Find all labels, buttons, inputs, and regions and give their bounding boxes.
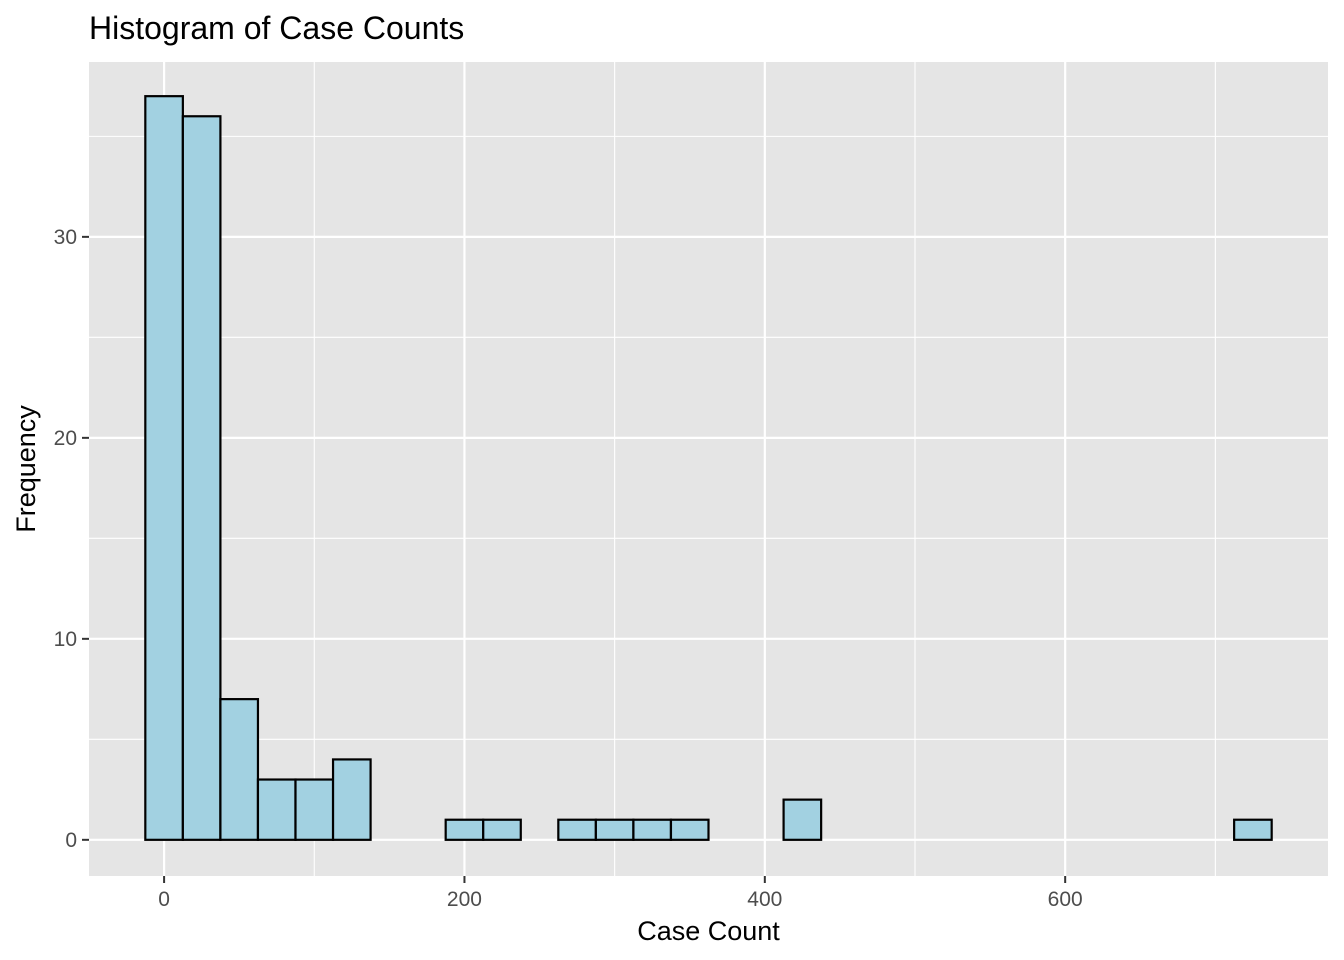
x-tick-label: 0 bbox=[158, 888, 170, 911]
x-tick-label: 400 bbox=[747, 888, 782, 911]
histogram-bar bbox=[219, 698, 260, 841]
histogram-bars bbox=[144, 95, 1273, 841]
histogram-bar bbox=[331, 758, 372, 841]
y-axis-title: Frequency bbox=[11, 405, 41, 533]
plot-panel bbox=[89, 62, 1328, 876]
histogram-bar bbox=[444, 818, 485, 841]
histogram-bar bbox=[632, 818, 673, 841]
histogram-bar bbox=[1233, 818, 1273, 841]
histogram-bar bbox=[782, 798, 823, 841]
y-tick-label: 30 bbox=[54, 226, 77, 249]
x-tick-label: 600 bbox=[1048, 888, 1083, 911]
y-tick-label: 20 bbox=[54, 427, 77, 450]
y-tick-label: 10 bbox=[54, 628, 77, 651]
histogram-bar bbox=[294, 778, 335, 841]
histogram-bar bbox=[144, 95, 184, 841]
y-tick-label: 0 bbox=[65, 829, 77, 852]
histogram-bar bbox=[482, 818, 522, 841]
x-axis-title: Case Count bbox=[637, 916, 780, 946]
histogram-bar bbox=[669, 818, 710, 841]
chart-title: Histogram of Case Counts bbox=[89, 10, 464, 46]
histogram-bar bbox=[181, 115, 222, 841]
y-axis-ticks: 0 10 20 30 bbox=[54, 226, 89, 852]
x-axis-ticks: 0 200 400 600 bbox=[158, 876, 1083, 911]
histogram-bar bbox=[256, 778, 297, 841]
histogram-bar bbox=[594, 818, 635, 841]
minor-gridlines bbox=[89, 62, 1328, 876]
histogram-bar bbox=[557, 818, 597, 841]
x-tick-label: 200 bbox=[447, 888, 482, 911]
